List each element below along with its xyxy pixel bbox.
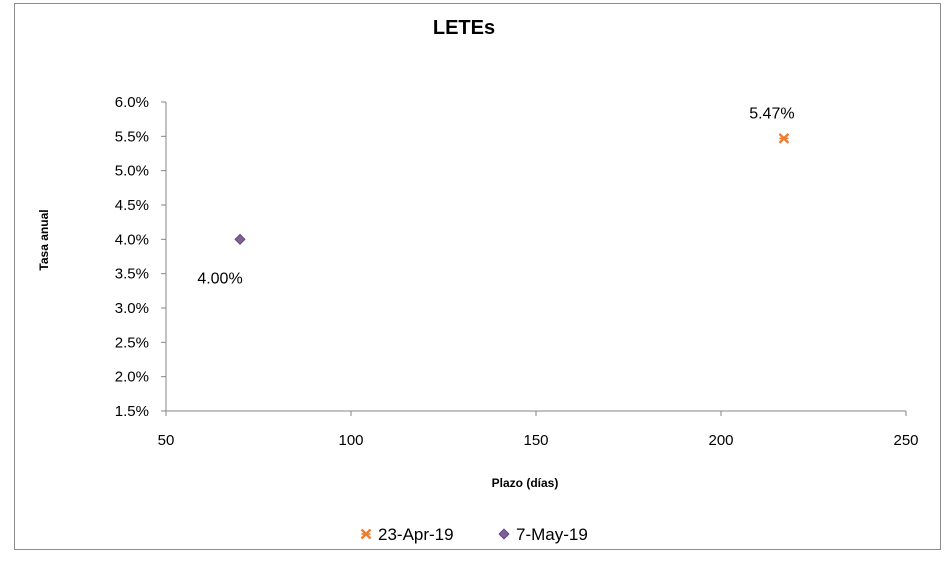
legend-label: 23-Apr-19 [378,525,454,544]
legend-marker [360,528,372,540]
x-tick-label: 50 [158,432,175,449]
y-tick-label: 4.0% [115,231,149,248]
data-point [778,133,790,144]
legend-item: 23-Apr-19 [360,525,454,544]
y-tick-label: 1.5% [115,403,149,420]
y-tick-label: 2.5% [115,334,149,351]
legend-item: 7-May-19 [498,525,588,544]
y-tick-label: 3.0% [115,300,149,317]
data-label: 4.00% [197,270,242,287]
data-point [234,233,246,245]
data-label: 5.47% [749,105,794,122]
x-tick-labels: 50 100 150 200 250 [158,432,919,449]
chart-frame [14,3,941,550]
y-tick-label: 2.0% [115,369,149,386]
y-tick-labels: 1.5% 2.0% 2.5% 3.0% 3.5% 4.0% 4.5% 5.0% 5.5% 6.0% [115,94,149,420]
y-axis-title: Tasa anual [37,209,51,270]
legend-marker [498,528,510,540]
x-axis-title: Plazo (días) [492,476,559,490]
y-tick-label: 5.5% [115,128,149,145]
y-tick-label: 6.0% [115,94,149,111]
y-tick-label: 4.5% [115,197,149,214]
x-tick-label: 250 [893,432,918,449]
legend-label: 7-May-19 [516,525,588,544]
legend: 23-Apr-19 7-May-19 [360,525,588,544]
y-tick-label: 3.5% [115,266,149,283]
x-tick-label: 150 [523,432,548,449]
data-points: 5.47% 4.00% [197,105,794,287]
chart-title: LETEs [433,17,495,39]
y-tick-label: 5.0% [115,163,149,180]
x-tick-label: 100 [338,432,363,449]
x-tick-label: 200 [708,432,733,449]
axes [161,101,907,416]
